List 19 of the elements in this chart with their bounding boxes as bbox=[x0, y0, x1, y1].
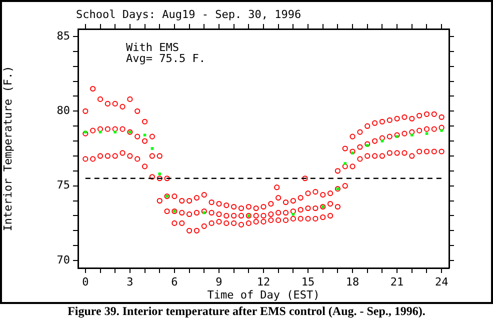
y-axis-title: Interior Temperature (F.) bbox=[1, 66, 14, 232]
x-tick-label: 6 bbox=[171, 275, 178, 288]
y-tick-label: 75 bbox=[56, 178, 70, 192]
x-tick-label: 0 bbox=[82, 275, 89, 288]
y-tick-label: 70 bbox=[56, 253, 70, 266]
x-tick-label: 15 bbox=[301, 275, 315, 288]
x-tick-label: 3 bbox=[126, 275, 134, 288]
x-tick-label: 24 bbox=[434, 275, 449, 288]
caption: Figure 39. Interior temperature after EMS control (Aug. - Sep., 1996). bbox=[66, 304, 426, 319]
x-tick-label: 12 bbox=[256, 275, 270, 288]
y-tick-label: 80 bbox=[56, 104, 70, 118]
chart-title: School Days: Aug19 - Sep. 30, 1996 bbox=[76, 8, 302, 21]
annotation: Avg= 75.5 F. bbox=[126, 52, 206, 65]
x-tick-label: 21 bbox=[390, 275, 404, 288]
x-axis-title: Time of Day (EST) bbox=[207, 288, 320, 302]
x-tick-label: 9 bbox=[216, 275, 222, 288]
annotation: With EMS bbox=[126, 41, 179, 54]
x-tick-label: 18 bbox=[346, 275, 360, 288]
y-tick-label: 85 bbox=[56, 29, 70, 42]
